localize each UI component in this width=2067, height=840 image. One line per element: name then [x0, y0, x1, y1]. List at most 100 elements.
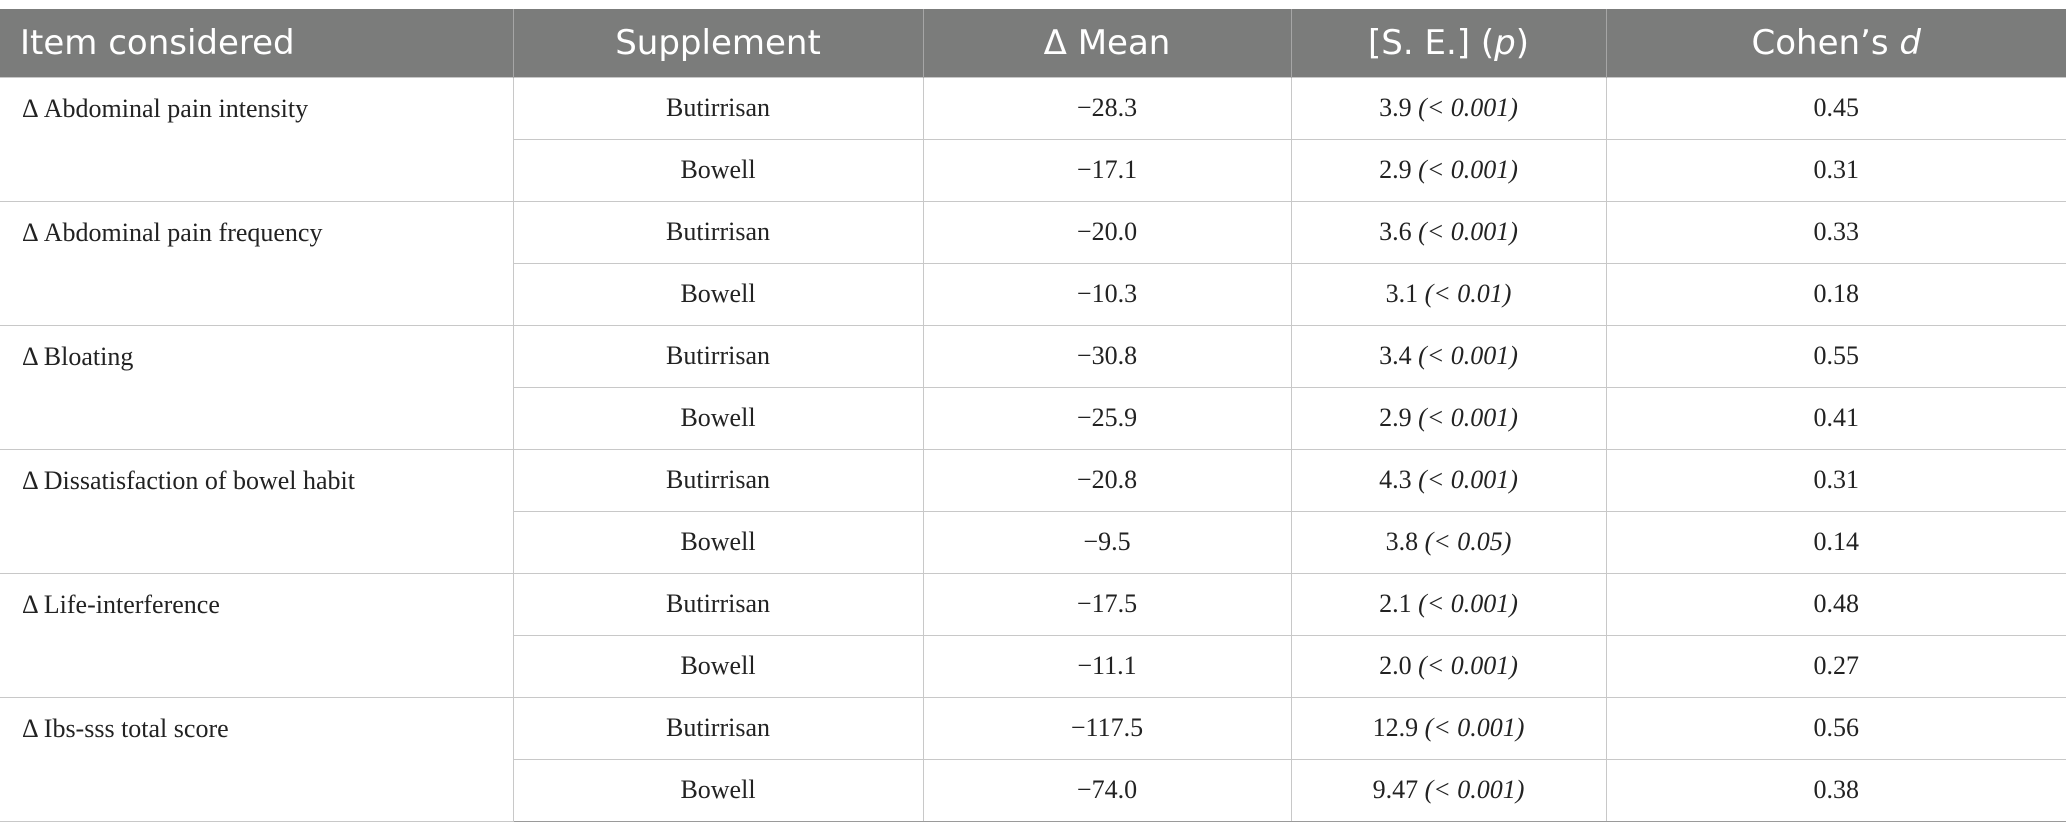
supplement-cell: Bowell: [512, 510, 924, 574]
mean-cell: −17.5: [922, 572, 1292, 636]
cohen-d-cell: 0.41: [1605, 386, 2066, 450]
supplement-cell: Butirrisan: [512, 324, 924, 388]
cohen-d-cell: 0.56: [1605, 696, 2066, 760]
table-row: Δ Bloating Butirrisan −30.8 3.4 (< 0.001) 0.…: [0, 324, 2066, 450]
se-value: 3.8: [1385, 527, 1419, 556]
mean-cell: −117.5: [922, 696, 1292, 760]
se-cell: 2.9 (< 0.001): [1290, 138, 1607, 202]
p-value: (< 0.001): [1424, 775, 1525, 804]
se-value: 3.9: [1379, 93, 1412, 122]
header-supplement: Supplement: [512, 9, 923, 77]
results-table: Item considered Supplement Δ Mean [S. E.…: [0, 9, 2066, 822]
header-item: Item considered: [20, 22, 295, 63]
item-cell: Δ Dissatisfaction of bowel habit: [0, 448, 514, 574]
p-value: (< 0.001): [1418, 465, 1518, 494]
se-value: 12.9: [1372, 713, 1419, 742]
header-cohen: Cohen’s d: [1605, 9, 2066, 77]
header-cohen-prefix: Cohen’s: [1751, 22, 1900, 63]
supplement-cell: Bowell: [512, 262, 924, 326]
supplement-cell: Bowell: [512, 634, 924, 698]
item-cell: Δ Life-interference: [0, 572, 514, 698]
p-value: (< 0.001): [1418, 403, 1518, 432]
p-value: (< 0.001): [1418, 341, 1518, 370]
mean-cell: −28.3: [922, 76, 1292, 140]
cohen-d-cell: 0.55: [1605, 324, 2066, 388]
header-se: [S. E.] (p): [1290, 9, 1606, 77]
se-cell: 3.4 (< 0.001): [1290, 324, 1607, 388]
header-cohen-d: d: [1899, 22, 1921, 63]
p-value: (< 0.05): [1424, 527, 1512, 556]
se-cell: 2.9 (< 0.001): [1290, 386, 1607, 450]
supplement-cell: Butirrisan: [512, 696, 924, 760]
table-row: Bowell −25.9 2.9 (< 0.001) 0.41: [0, 386, 2066, 450]
mean-cell: −25.9: [922, 386, 1292, 450]
header-se-suffix: ): [1515, 22, 1529, 63]
se-cell: 4.3 (< 0.001): [1290, 448, 1607, 512]
p-value: (< 0.001): [1418, 93, 1518, 122]
supplement-cell: Butirrisan: [512, 200, 924, 264]
item-cell: Δ Abdominal pain intensity: [0, 76, 514, 202]
header-se-prefix: [S. E.] (: [1368, 22, 1495, 63]
mean-cell: −11.1: [922, 634, 1292, 698]
header-row: Item considered Supplement Δ Mean [S. E.…: [0, 9, 2066, 77]
table-row: Bowell −10.3 3.1 (< 0.01) 0.18: [0, 262, 2066, 326]
supplement-cell: Butirrisan: [512, 572, 924, 636]
supplement-cell: Bowell: [512, 138, 924, 202]
table-row: Bowell −74.0 9.47 (< 0.001) 0.38: [0, 758, 2066, 822]
header-mean: Δ Mean: [922, 9, 1291, 77]
table-row: Δ Life-interference Butirrisan −17.5 2.1 (<…: [0, 572, 2066, 698]
se-cell: 12.9 (< 0.001): [1290, 696, 1607, 760]
table-header: Item considered Supplement Δ Mean [S. E.…: [0, 9, 2066, 77]
cohen-d-cell: 0.33: [1605, 200, 2066, 264]
table-body: Δ Abdominal pain intensity Butirrisan −28.…: [0, 76, 2066, 822]
se-cell: 2.1 (< 0.001): [1290, 572, 1607, 636]
se-value: 2.1: [1379, 589, 1412, 618]
table-row: Δ Abdominal pain intensity Butirrisan −28.…: [0, 76, 2066, 202]
mean-cell: −20.0: [922, 200, 1292, 264]
se-cell: 9.47 (< 0.001): [1290, 758, 1607, 822]
se-cell: 3.9 (< 0.001): [1290, 76, 1607, 140]
mean-cell: −17.1: [922, 138, 1292, 202]
cohen-d-cell: 0.14: [1605, 510, 2066, 574]
p-value: (< 0.001): [1418, 589, 1518, 618]
item-cell: Δ Ibs-sss total score: [0, 696, 514, 822]
se-cell: 3.1 (< 0.01): [1290, 262, 1607, 326]
item-cell: Δ Abdominal pain frequency: [0, 200, 514, 326]
cohen-d-cell: 0.48: [1605, 572, 2066, 636]
se-cell: 3.6 (< 0.001): [1290, 200, 1607, 264]
cohen-d-cell: 0.27: [1605, 634, 2066, 698]
cohen-d-cell: 0.38: [1605, 758, 2066, 822]
se-value: 3.6: [1379, 217, 1412, 246]
mean-cell: −74.0: [922, 758, 1292, 822]
table-row: Bowell −17.1 2.9 (< 0.001) 0.31: [0, 138, 2066, 202]
se-value: 2.9: [1379, 403, 1412, 432]
p-value: (< 0.001): [1418, 155, 1518, 184]
mean-cell: −20.8: [922, 448, 1292, 512]
supplement-cell: Butirrisan: [512, 448, 924, 512]
cohen-d-cell: 0.45: [1605, 76, 2066, 140]
mean-cell: −9.5: [922, 510, 1292, 574]
se-value: 2.0: [1379, 651, 1412, 680]
supplement-cell: Bowell: [512, 758, 924, 822]
supplement-cell: Butirrisan: [512, 76, 924, 140]
se-value: 2.9: [1379, 155, 1412, 184]
supplement-cell: Bowell: [512, 386, 924, 450]
table-row: Δ Abdominal pain frequency Butirrisan −20.…: [0, 200, 2066, 326]
se-value: 3.1: [1385, 279, 1419, 308]
se-cell: 3.8 (< 0.05): [1290, 510, 1607, 574]
se-value: 4.3: [1379, 465, 1412, 494]
p-value: (< 0.001): [1424, 713, 1525, 742]
mean-cell: −30.8: [922, 324, 1292, 388]
se-cell: 2.0 (< 0.001): [1290, 634, 1607, 698]
table-row: Bowell −9.5 3.8 (< 0.05) 0.14: [0, 510, 2066, 574]
header-se-p: p: [1494, 22, 1516, 63]
se-value: 9.47: [1372, 775, 1419, 804]
item-cell: Δ Bloating: [0, 324, 514, 450]
table-row: Δ Dissatisfaction of bowel habit Butirris…: [0, 448, 2066, 574]
cohen-d-cell: 0.18: [1605, 262, 2066, 326]
cohen-d-cell: 0.31: [1605, 138, 2066, 202]
p-value: (< 0.01): [1424, 279, 1512, 308]
cohen-d-cell: 0.31: [1605, 448, 2066, 512]
mean-cell: −10.3: [922, 262, 1292, 326]
p-value: (< 0.001): [1418, 651, 1518, 680]
